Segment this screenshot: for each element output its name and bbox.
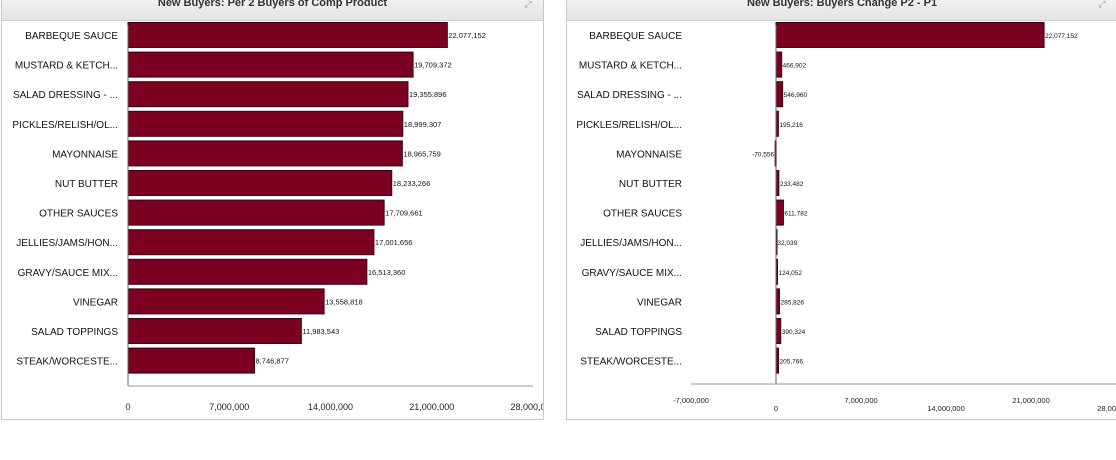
category-label: OTHER SAUCES — [603, 209, 682, 220]
data-label: -70,556 — [752, 151, 774, 158]
data-label: 611,782 — [784, 211, 807, 218]
category-label: STEAK/WORCESTE... — [16, 357, 118, 368]
data-label: 19,355,896 — [409, 90, 447, 99]
bar — [127, 229, 375, 256]
category-label: MAYONNAISE — [52, 149, 118, 160]
bar — [775, 22, 1045, 48]
data-label: 390,324 — [782, 329, 806, 336]
x-tick-label: 21,000,000 — [409, 402, 454, 412]
data-label: 18,999,307 — [404, 120, 442, 129]
x-tick-label: 7,000,000 — [844, 396, 877, 405]
expand-icon[interactable]: ⤢ — [1098, 0, 1106, 9]
bar — [775, 318, 782, 344]
data-label: 16,513,360 — [368, 268, 406, 277]
data-label: 13,558,818 — [325, 297, 363, 306]
x-tick-label: 0 — [774, 404, 778, 413]
data-label: 205,766 — [779, 359, 803, 366]
x-tick-label: 7,000,000 — [209, 402, 249, 412]
data-label: 546,960 — [784, 92, 808, 99]
data-label: 195,216 — [779, 122, 803, 129]
data-label: 22,077,152 — [1045, 33, 1078, 40]
bar — [127, 110, 404, 137]
category-label: NUT BUTTER — [55, 179, 118, 190]
data-label: 17,001,656 — [375, 238, 413, 247]
x-tick-label: 28,000,000 — [510, 402, 543, 412]
category-label: SALAD TOPPINGS — [31, 327, 118, 338]
bar — [775, 288, 780, 315]
bar — [775, 51, 783, 78]
bar — [127, 22, 448, 48]
bar — [127, 288, 325, 315]
category-label: MUSTARD & KETCH... — [579, 61, 682, 72]
category-label: JELLIES/JAMS/HON... — [580, 238, 682, 249]
data-label: 285,826 — [780, 299, 804, 306]
category-label: STEAK/WORCESTE... — [580, 357, 682, 368]
x-tick-label: 14,000,000 — [308, 402, 353, 412]
x-tick-label: 14,000,000 — [927, 404, 965, 413]
bar — [127, 347, 256, 374]
expand-icon[interactable]: ⤢ — [524, 0, 532, 9]
category-label: VINEGAR — [637, 297, 682, 308]
bar — [127, 258, 368, 285]
data-label: 8,746,877 — [256, 357, 289, 366]
bar — [127, 170, 393, 196]
bar-chart: BARBEQUE SAUCE 22,077,152 MUSTARD & KETCH.… — [12, 22, 543, 412]
data-label: 18,233,266 — [393, 179, 431, 188]
category-label: MAYONNAISE — [616, 149, 682, 160]
data-label: 233,482 — [780, 181, 804, 188]
data-label: 22,077,152 — [448, 31, 486, 40]
bar — [127, 140, 403, 167]
bar — [127, 51, 414, 78]
bar — [775, 81, 784, 108]
category-label: OTHER SAUCES — [39, 209, 118, 220]
chart-panel-buyers-per-comp: New Buyers: Per 2 Buyers of Comp Product… — [1, 0, 544, 420]
data-label: 466,902 — [783, 63, 807, 70]
x-tick-label: 21,000,000 — [1012, 396, 1050, 405]
bar-chart: BARBEQUE SAUCE 22,077,152 MUSTARD & KETCH.… — [576, 22, 1116, 413]
category-label: GRAVY/SAUCE MIX... — [18, 268, 118, 279]
category-label: MUSTARD & KETCH... — [15, 61, 118, 72]
data-label: 19,709,372 — [414, 61, 452, 70]
data-label: 18,965,759 — [403, 149, 441, 158]
category-label: PICKLES/RELISH/OL... — [12, 120, 118, 131]
category-label: BARBEQUE SAUCE — [25, 31, 118, 42]
panel-header: New Buyers: Buyers Change P2 - P1 ⤢ — [567, 0, 1116, 21]
bar — [127, 81, 409, 108]
chart-title: New Buyers: Per 2 Buyers of Comp Product — [157, 0, 388, 9]
panel-header: New Buyers: Per 2 Buyers of Comp Product… — [2, 0, 543, 21]
data-label: 11,983,543 — [302, 327, 339, 336]
data-label: 17,709,661 — [385, 209, 423, 218]
data-label: 124,052 — [779, 270, 803, 277]
category-label: NUT BUTTER — [619, 179, 682, 190]
category-label: SALAD TOPPINGS — [595, 327, 682, 338]
data-label: 32,039 — [777, 240, 797, 247]
category-label: PICKLES/RELISH/OL... — [576, 120, 682, 131]
x-tick-label: -7,000,000 — [673, 396, 709, 405]
chart-panel-buyers-change: New Buyers: Buyers Change P2 - P1 ⤢ BARB… — [566, 0, 1116, 420]
bar — [127, 199, 385, 226]
x-tick-label: 0 — [125, 402, 130, 412]
category-label: SALAD DRESSING - ... — [13, 90, 118, 101]
category-label: SALAD DRESSING - ... — [577, 90, 682, 101]
category-label: BARBEQUE SAUCE — [589, 31, 682, 42]
x-tick-label: 28,000,000 — [1097, 404, 1116, 413]
category-label: JELLIES/JAMS/HON... — [16, 238, 118, 249]
category-label: GRAVY/SAUCE MIX... — [582, 268, 682, 279]
chart-title: New Buyers: Buyers Change P2 - P1 — [746, 0, 938, 9]
bar — [775, 199, 784, 226]
category-label: VINEGAR — [73, 297, 118, 308]
bar — [127, 318, 302, 344]
